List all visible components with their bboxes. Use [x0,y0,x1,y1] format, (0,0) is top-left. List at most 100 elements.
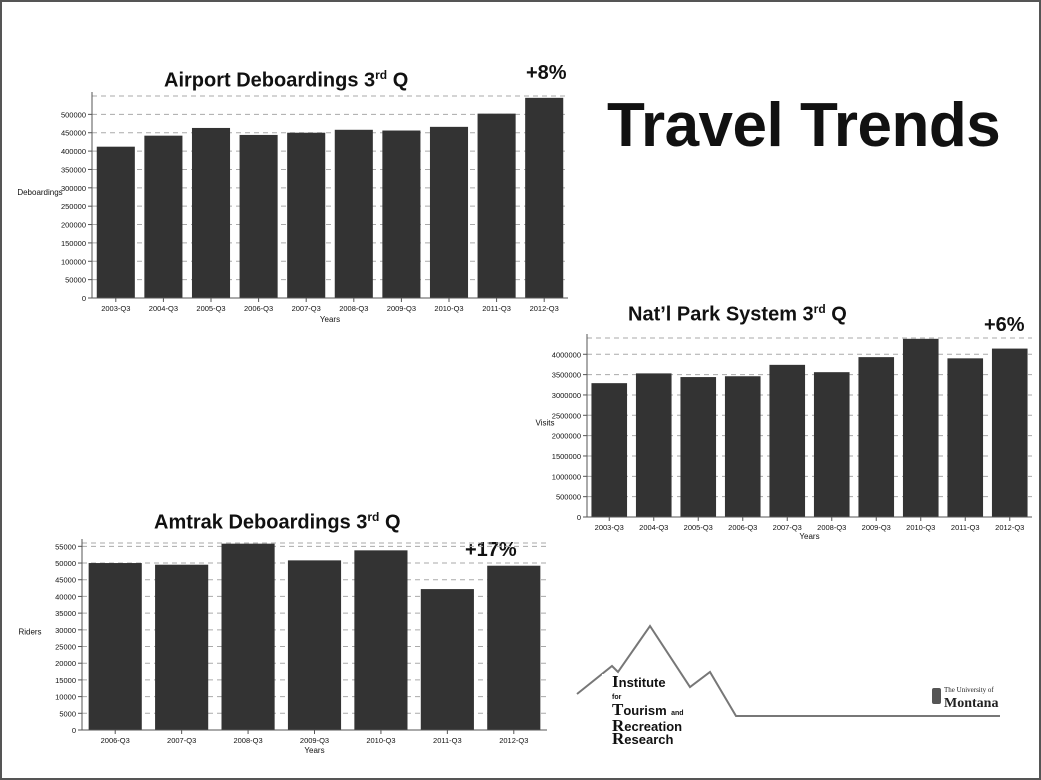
y-tick-label: 400000 [61,147,86,156]
bar-2008-Q3 [813,372,850,517]
x-tick-label: 2004-Q3 [149,304,178,313]
x-tick-label: 2011-Q3 [951,523,980,532]
institute-logo-text: Institute for Tourism and Recreation Res… [612,672,684,748]
y-tick-label: 4000000 [552,350,581,359]
y-tick-label: 2000000 [552,432,581,441]
bar-2004-Q3 [144,135,183,298]
y-tick-label: 500000 [61,110,86,119]
x-tick-label: 2004-Q3 [639,523,668,532]
y-tick-label: 45000 [55,576,76,585]
y-tick-label: 500000 [556,493,581,502]
bar-2012-Q3 [525,97,564,298]
bar-2005-Q3 [680,377,717,517]
y-tick-label: 200000 [61,221,86,230]
bar-2009-Q3 [287,560,342,730]
x-tick-label: 2005-Q3 [196,304,225,313]
x-axis-label: Years [799,532,819,541]
x-tick-label: 2011-Q3 [433,736,462,745]
y-tick-label: 50000 [55,559,76,568]
y-tick-label: 0 [577,513,581,522]
x-tick-label: 2012-Q3 [530,304,559,313]
bar-2011-Q3 [477,113,516,298]
bar-2010-Q3 [354,550,408,730]
x-tick-label: 2007-Q3 [167,736,196,745]
amtrak-deboardings-chart: 0 5000 10000 15000 20000 25000 30000 35000 40000… [18,539,547,755]
bar-2007-Q3 [155,564,209,730]
bar-2011-Q3 [420,589,474,730]
x-axis-label: Years [304,746,324,755]
y-tick-label: 1000000 [552,472,581,481]
x-tick-label: 2008-Q3 [817,523,846,532]
bar-2010-Q3 [429,126,469,298]
y-tick-label: 2500000 [552,411,581,420]
y-tick-label: 30000 [55,626,76,635]
x-tick-label: 2010-Q3 [434,304,463,313]
x-tick-label: 2007-Q3 [773,523,802,532]
bar-2006-Q3 [88,563,142,730]
x-tick-label: 2006-Q3 [244,304,273,313]
park-change-label: +6% [984,314,1025,336]
institute-logo-mountain [576,624,1000,732]
airport-deboardings-chart: 0 50000 100000 150000 200000 250000 300000 3500… [17,92,568,324]
y-tick-label: 50000 [65,276,86,285]
bar-2010-Q3 [902,338,939,517]
y-tick-label: 300000 [61,184,86,193]
bar-2006-Q3 [724,376,761,517]
x-tick-label: 2003-Q3 [595,523,624,532]
x-tick-label: 2012-Q3 [995,523,1024,532]
x-tick-label: 2009-Q3 [387,304,416,313]
bar-2007-Q3 [769,364,806,517]
bar-2003-Q3 [96,146,135,298]
bar-2008-Q3 [221,543,275,730]
y-tick-label: 100000 [61,257,86,266]
x-tick-label: 2010-Q3 [366,736,395,745]
bar-2005-Q3 [191,127,231,298]
y-tick-label: 10000 [55,693,76,702]
x-axis-label: Years [320,315,340,324]
airport-change-label: +8% [526,62,567,84]
y-tick-label: 450000 [61,129,86,138]
y-tick-label: 55000 [55,542,76,551]
x-tick-label: 2003-Q3 [101,304,130,313]
y-tick-label: 1500000 [552,452,581,461]
slide-title: Travel Trends [607,91,1001,160]
y-tick-label: 3000000 [552,391,581,400]
x-tick-label: 2008-Q3 [233,736,262,745]
y-tick-label: 15000 [55,676,76,685]
y-tick-label: 0 [82,294,86,303]
x-tick-label: 2009-Q3 [300,736,329,745]
bar-2008-Q3 [334,129,373,298]
y-tick-label: 3500000 [552,371,581,380]
x-tick-label: 2007-Q3 [292,304,321,313]
bar-2011-Q3 [947,358,984,517]
bar-2006-Q3 [239,134,278,298]
x-tick-label: 2006-Q3 [101,736,130,745]
y-tick-label: 40000 [55,592,76,601]
y-tick-label: 350000 [61,165,86,174]
y-tick-label: 35000 [55,609,76,618]
airport-chart-title: Airport Deboardings 3rd Q [164,68,409,92]
y-tick-label: 5000 [59,709,76,718]
park-chart-title: Nat’l Park System 3rd Q [628,302,847,326]
bar-2012-Q3 [991,348,1028,517]
bar-2003-Q3 [591,383,628,517]
y-tick-label: 0 [72,726,76,735]
x-tick-label: 2006-Q3 [728,523,757,532]
x-tick-label: 2012-Q3 [499,736,528,745]
university-of-montana-logo: The University of Montana [932,686,998,712]
bar-2012-Q3 [487,565,541,730]
amtrak-change-label: +17% [465,539,517,561]
bar-2009-Q3 [858,357,895,517]
x-tick-label: 2009-Q3 [862,523,891,532]
y-tick-label: 20000 [55,659,76,668]
y-axis-label: Visits [536,419,555,428]
x-tick-label: 2011-Q3 [482,304,511,313]
x-tick-label: 2008-Q3 [339,304,368,313]
x-tick-label: 2010-Q3 [906,523,935,532]
bar-2009-Q3 [382,130,421,298]
y-tick-label: 250000 [61,202,86,211]
national-park-visits-chart: 0 500000 1000000 1500000 2000000 2500000 30000… [536,334,1032,541]
university-seal-icon [932,688,941,704]
bar-2004-Q3 [635,373,672,517]
